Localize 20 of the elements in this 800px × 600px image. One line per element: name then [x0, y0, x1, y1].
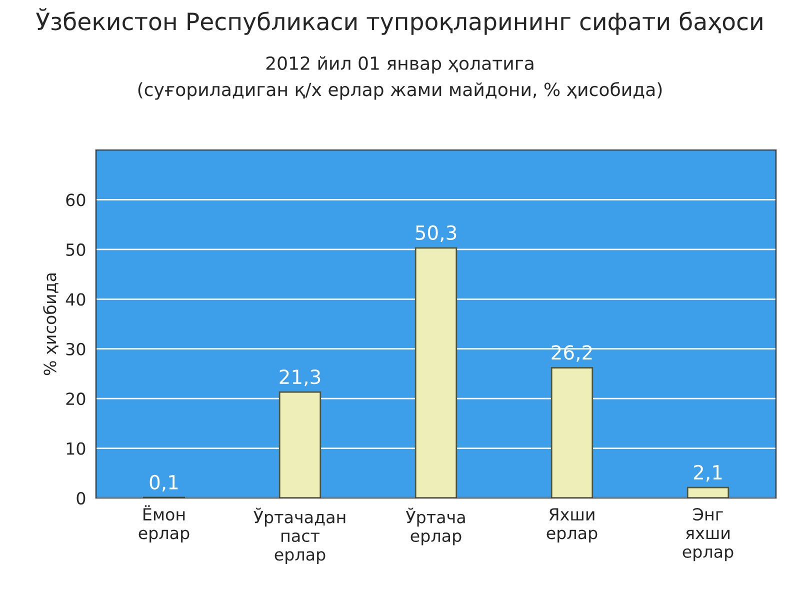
- x-tick-label: Ўртачадан паст ерлар: [254, 508, 346, 564]
- data-label: 26,2: [552, 345, 592, 362]
- x-tick-label: Энг яхши ерлар: [682, 508, 734, 562]
- y-tick-label: 40: [66, 293, 86, 306]
- y-tick-label: 0: [76, 492, 86, 505]
- data-label: 2,1: [694, 464, 722, 482]
- data-label: 21,3: [280, 369, 320, 386]
- x-tick-label: Ёмон ерлар: [138, 505, 190, 543]
- y-tick-label: 60: [66, 194, 86, 206]
- y-tick-label: 20: [66, 392, 86, 406]
- y-axis-title: % ҳисобида: [43, 273, 58, 376]
- y-tick-label: 10: [66, 442, 86, 455]
- chart-subtitle: 2012 йил 01 январ ҳолатига (суғориладиган қ/х ерлар жами майдони, % ҳисобида): [138, 56, 662, 100]
- chart-title: Ўзбекистон Республикаси тупроқларининг сифати баҳоси: [36, 8, 762, 35]
- x-tick-label: Ўртача ерлар: [406, 508, 465, 546]
- data-label: 0,1: [150, 474, 178, 492]
- y-tick-label: 30: [66, 342, 86, 356]
- x-tick-label: Яхши ерлар: [546, 508, 598, 543]
- data-label: 50,3: [416, 225, 456, 242]
- y-tick-label: 50: [66, 243, 86, 256]
